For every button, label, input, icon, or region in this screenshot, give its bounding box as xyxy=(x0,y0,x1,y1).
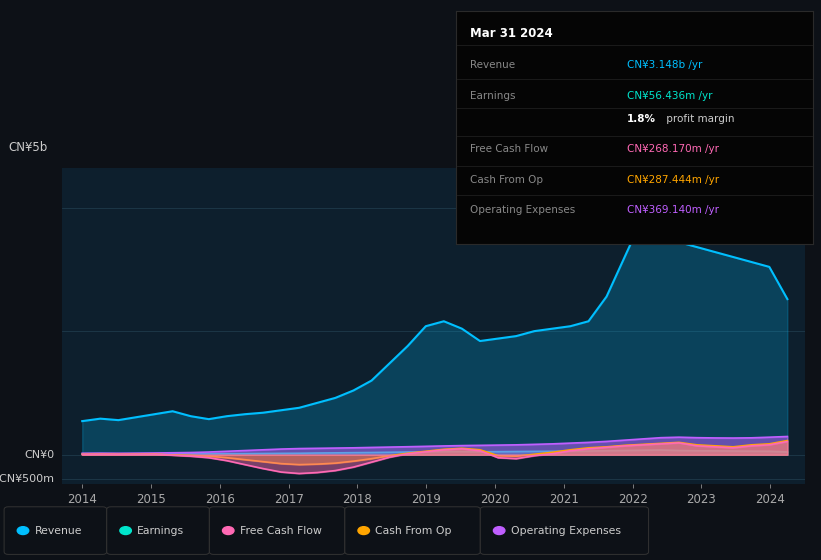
Text: CN¥369.140m /yr: CN¥369.140m /yr xyxy=(627,205,719,215)
Text: CN¥287.444m /yr: CN¥287.444m /yr xyxy=(627,175,719,185)
Text: Revenue: Revenue xyxy=(34,526,82,535)
Text: CN¥3.148b /yr: CN¥3.148b /yr xyxy=(627,60,703,69)
Text: 1.8%: 1.8% xyxy=(627,114,656,124)
Text: -CN¥500m: -CN¥500m xyxy=(0,474,54,484)
Text: CN¥56.436m /yr: CN¥56.436m /yr xyxy=(627,91,713,101)
Text: Free Cash Flow: Free Cash Flow xyxy=(240,526,322,535)
Text: CN¥0: CN¥0 xyxy=(24,450,54,460)
Text: Cash From Op: Cash From Op xyxy=(375,526,452,535)
Text: Operating Expenses: Operating Expenses xyxy=(511,526,621,535)
Text: Revenue: Revenue xyxy=(470,60,515,69)
Text: Operating Expenses: Operating Expenses xyxy=(470,205,576,215)
Text: Earnings: Earnings xyxy=(470,91,516,101)
Text: CN¥268.170m /yr: CN¥268.170m /yr xyxy=(627,144,719,155)
Text: CN¥5b: CN¥5b xyxy=(8,141,48,154)
Text: profit margin: profit margin xyxy=(663,114,734,124)
Text: Earnings: Earnings xyxy=(137,526,184,535)
Text: Mar 31 2024: Mar 31 2024 xyxy=(470,27,553,40)
Text: Cash From Op: Cash From Op xyxy=(470,175,543,185)
Text: Free Cash Flow: Free Cash Flow xyxy=(470,144,548,155)
